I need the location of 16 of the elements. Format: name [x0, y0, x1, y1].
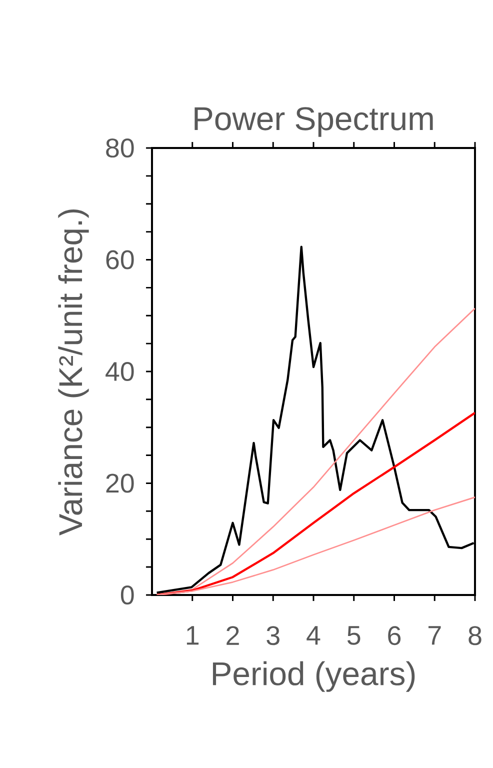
y-axis-title: Variance (K²/unit freq.) [58, 209, 89, 536]
x-axis-title: Period (years) [212, 661, 415, 692]
x-tick-label: 8 [468, 626, 482, 646]
x-tick-label: 5 [347, 626, 360, 645]
x-tick-label: 2 [226, 626, 239, 645]
x-tick-label: 7 [428, 626, 441, 645]
y-tick-label: 40 [106, 362, 134, 382]
y-tick-label: 0 [120, 585, 134, 605]
x-tick-label: 4 [306, 626, 320, 645]
y-tick-label: 60 [106, 250, 134, 270]
y-tick-label: 20 [106, 474, 134, 493]
y-tick-label: 80 [106, 138, 134, 158]
x-tick-label: 1 [186, 626, 199, 645]
x-tick-label: 3 [266, 626, 280, 646]
x-tick-label: 6 [388, 626, 401, 646]
chart-title: Power Spectrum [194, 107, 433, 137]
